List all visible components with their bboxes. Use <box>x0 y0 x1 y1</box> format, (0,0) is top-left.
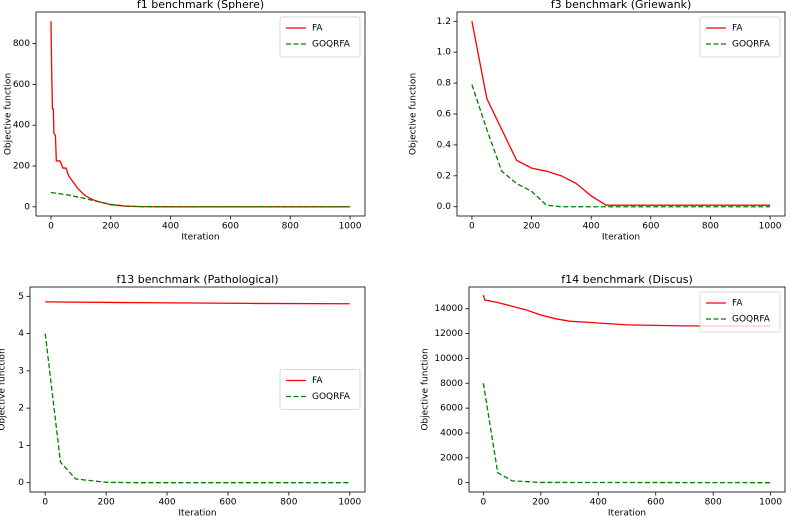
y-tick-label: 400 <box>13 121 30 131</box>
x-tick-label: 200 <box>532 498 549 508</box>
y-tick-label: 0 <box>18 478 24 488</box>
y-tick-label: 1.0 <box>437 48 452 58</box>
x-tick-label: 0 <box>469 222 475 232</box>
legend-label: GOQRFA <box>732 315 771 325</box>
x-tick-label: 800 <box>705 498 722 508</box>
x-tick-label: 0 <box>480 498 486 508</box>
chart-title: f14 benchmark (Discus) <box>561 273 693 286</box>
y-tick-label: 2000 <box>440 453 463 463</box>
y-tick-label: 0.2 <box>437 171 451 181</box>
chart-title: f1 benchmark (Sphere) <box>137 0 264 11</box>
legend-box <box>279 16 361 58</box>
x-tick-label: 600 <box>222 222 239 232</box>
chart-title: f3 benchmark (Griewank) <box>551 0 692 11</box>
chart-title: f13 benchmark (Pathological) <box>116 273 278 286</box>
y-axis-label: Objective function <box>0 348 8 430</box>
y-tick-label: 0.0 <box>437 202 452 212</box>
y-tick-label: 0.4 <box>437 140 452 150</box>
y-tick-label: 0.8 <box>437 79 452 89</box>
y-tick-label: 4 <box>18 329 24 339</box>
legend-label: FA <box>312 24 323 34</box>
y-axis-label: Objective function <box>421 348 431 430</box>
legend-label: GOQRFA <box>732 40 771 50</box>
legend-label: FA <box>732 24 743 34</box>
plot-frame <box>456 11 786 217</box>
x-tick-label: 1000 <box>759 498 782 508</box>
x-tick-label: 600 <box>219 498 236 508</box>
y-tick-label: 0 <box>24 202 30 212</box>
y-axis-label: Objective function <box>409 73 419 155</box>
x-tick-label: 600 <box>647 498 664 508</box>
series-line <box>471 84 771 208</box>
x-tick-label: 600 <box>642 222 659 232</box>
y-axis-label: Objective function <box>4 73 14 155</box>
legend-box <box>699 16 781 58</box>
series-line <box>471 21 771 206</box>
x-tick-label: 400 <box>162 222 179 232</box>
legend-label: FA <box>312 376 323 386</box>
x-tick-label: 400 <box>590 498 607 508</box>
y-tick-label: 5 <box>18 292 24 302</box>
series-line <box>45 301 350 305</box>
legend-label: GOQRFA <box>312 40 351 50</box>
y-tick-label: 600 <box>13 80 30 90</box>
y-tick-label: 0.6 <box>437 110 452 120</box>
y-tick-label: 800 <box>13 39 30 49</box>
y-tick-label: 200 <box>13 162 30 172</box>
series-line <box>482 294 771 327</box>
x-tick-label: 1000 <box>338 498 361 508</box>
y-tick-label: 8000 <box>440 379 463 389</box>
y-tick-label: 1 <box>18 441 24 451</box>
y-tick-label: 12000 <box>434 329 463 339</box>
x-axis-label: Iteration <box>178 509 216 517</box>
x-tick-label: 200 <box>523 222 540 232</box>
series-line <box>482 383 771 484</box>
x-tick-label: 0 <box>48 222 54 232</box>
y-tick-label: 3 <box>18 366 24 376</box>
legend-box <box>279 369 361 410</box>
y-tick-label: 0 <box>457 478 463 488</box>
y-tick-label: 14000 <box>434 304 463 314</box>
x-axis-label: Iteration <box>602 233 640 243</box>
x-axis-label: Iteration <box>181 233 219 243</box>
legend-label: FA <box>732 299 743 309</box>
x-tick-label: 200 <box>102 222 119 232</box>
legend-label: GOQRFA <box>312 392 351 402</box>
plot-frame <box>35 11 366 217</box>
y-tick-label: 10000 <box>434 354 463 364</box>
series-line <box>44 333 350 484</box>
plot-frame <box>29 286 366 493</box>
x-tick-label: 200 <box>98 498 115 508</box>
x-tick-label: 1000 <box>759 222 782 232</box>
y-tick-label: 6000 <box>440 404 463 414</box>
y-tick-label: 4000 <box>440 428 463 438</box>
x-tick-label: 1000 <box>339 222 362 232</box>
x-tick-label: 400 <box>158 498 175 508</box>
legend-box <box>699 291 781 333</box>
x-tick-label: 800 <box>702 222 719 232</box>
series-line <box>50 191 351 208</box>
x-tick-label: 0 <box>42 498 48 508</box>
x-tick-label: 800 <box>282 222 299 232</box>
x-tick-label: 800 <box>280 498 297 508</box>
y-tick-label: 2 <box>18 404 24 414</box>
x-tick-label: 400 <box>583 222 600 232</box>
plot-frame <box>468 286 786 493</box>
y-tick-label: 1.2 <box>437 17 451 27</box>
x-axis-label: Iteration <box>608 509 646 517</box>
